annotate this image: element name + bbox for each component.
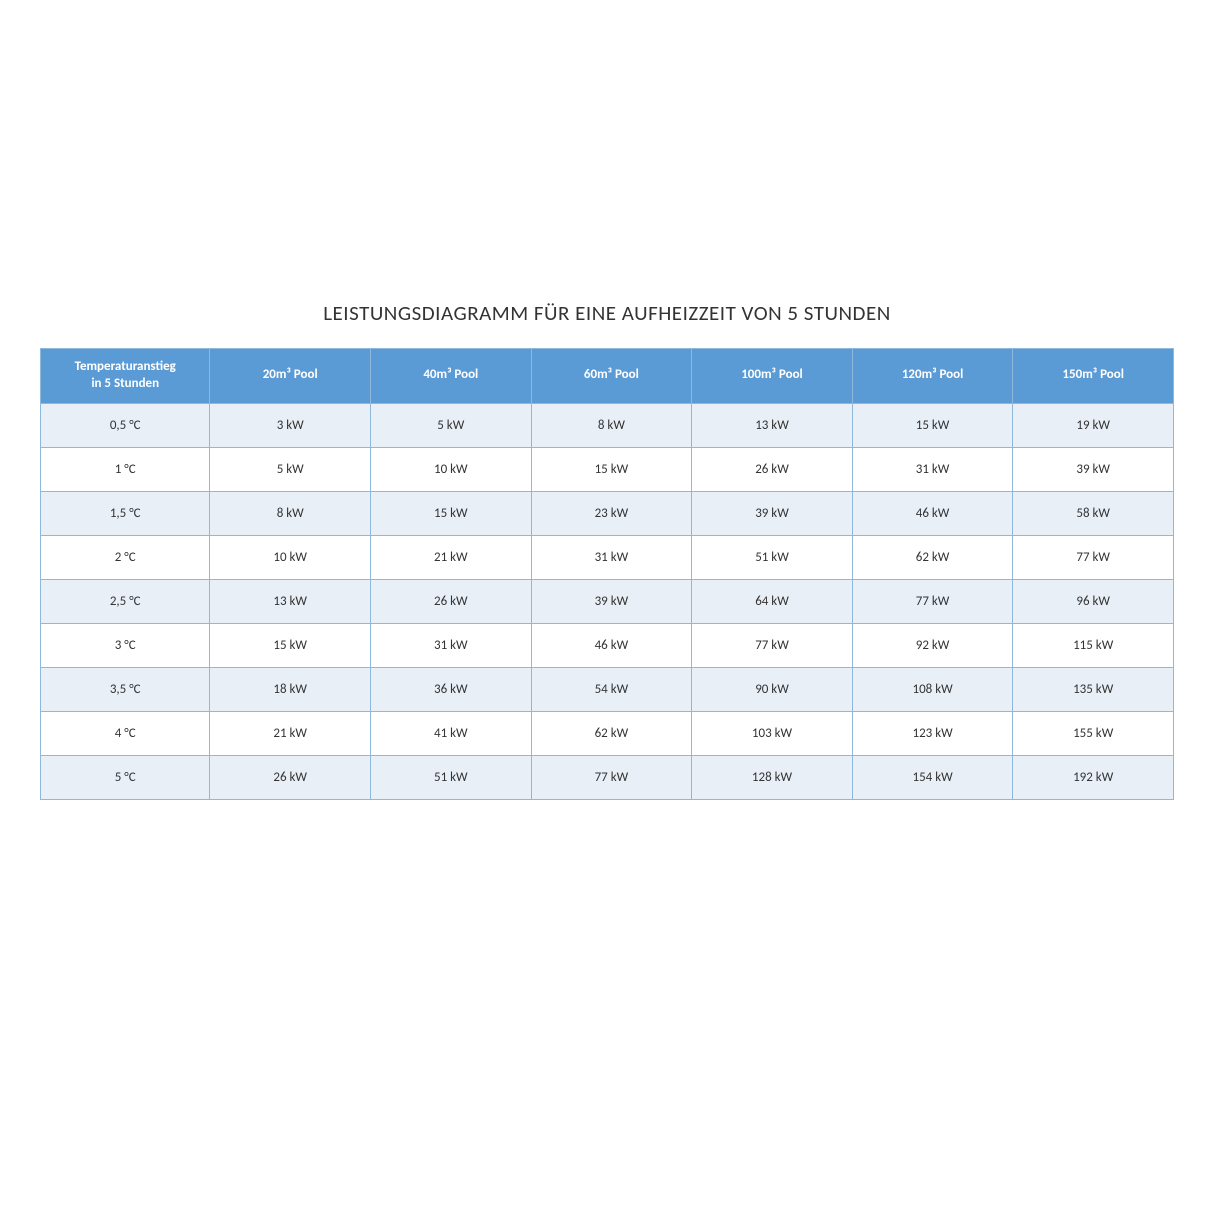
table-header: Temperaturanstiegin 5 Stunden 20m³ Pool … — [41, 349, 1174, 404]
row-label: 1,5 °C — [41, 491, 210, 535]
cell-value: 26 kW — [371, 579, 532, 623]
cell-value: 26 kW — [210, 755, 371, 799]
cell-value: 39 kW — [531, 579, 692, 623]
row-label: 2 °C — [41, 535, 210, 579]
cell-value: 13 kW — [692, 403, 853, 447]
cell-value: 46 kW — [852, 491, 1013, 535]
table-row: 5 °C26 kW51 kW77 kW128 kW154 kW192 kW — [41, 755, 1174, 799]
cell-value: 128 kW — [692, 755, 853, 799]
cell-value: 46 kW — [531, 623, 692, 667]
table-row: 3 °C15 kW31 kW46 kW77 kW92 kW115 kW — [41, 623, 1174, 667]
cell-value: 21 kW — [210, 711, 371, 755]
cell-value: 8 kW — [210, 491, 371, 535]
cell-value: 58 kW — [1013, 491, 1174, 535]
cell-value: 31 kW — [852, 447, 1013, 491]
row-label: 3 °C — [41, 623, 210, 667]
cell-value: 77 kW — [1013, 535, 1174, 579]
table-title: LEISTUNGSDIAGRAMM FÜR EINE AUFHEIZZEIT V… — [40, 300, 1174, 326]
table-row: 2,5 °C13 kW26 kW39 kW64 kW77 kW96 kW — [41, 579, 1174, 623]
cell-value: 15 kW — [852, 403, 1013, 447]
cell-value: 51 kW — [371, 755, 532, 799]
cell-value: 23 kW — [531, 491, 692, 535]
cell-value: 15 kW — [531, 447, 692, 491]
col-header-20: 20m³ Pool — [210, 349, 371, 404]
table-row: 4 °C21 kW41 kW62 kW103 kW123 kW155 kW — [41, 711, 1174, 755]
table-row: 1 °C5 kW10 kW15 kW26 kW31 kW39 kW — [41, 447, 1174, 491]
cell-value: 15 kW — [371, 491, 532, 535]
page-wrapper: LEISTUNGSDIAGRAMM FÜR EINE AUFHEIZZEIT V… — [0, 0, 1214, 800]
performance-table: Temperaturanstiegin 5 Stunden 20m³ Pool … — [40, 348, 1174, 800]
cell-value: 64 kW — [692, 579, 853, 623]
cell-value: 39 kW — [1013, 447, 1174, 491]
cell-value: 135 kW — [1013, 667, 1174, 711]
cell-value: 15 kW — [210, 623, 371, 667]
cell-value: 103 kW — [692, 711, 853, 755]
col-header-100: 100m³ Pool — [692, 349, 853, 404]
row-label: 2,5 °C — [41, 579, 210, 623]
col-header-temp: Temperaturanstiegin 5 Stunden — [41, 349, 210, 404]
cell-value: 77 kW — [531, 755, 692, 799]
col-header-150: 150m³ Pool — [1013, 349, 1174, 404]
cell-value: 54 kW — [531, 667, 692, 711]
row-label: 5 °C — [41, 755, 210, 799]
cell-value: 8 kW — [531, 403, 692, 447]
cell-value: 10 kW — [371, 447, 532, 491]
cell-value: 77 kW — [852, 579, 1013, 623]
cell-value: 62 kW — [531, 711, 692, 755]
cell-value: 90 kW — [692, 667, 853, 711]
table-row: 1,5 °C8 kW15 kW23 kW39 kW46 kW58 kW — [41, 491, 1174, 535]
table-row: 3,5 °C18 kW36 kW54 kW90 kW108 kW135 kW — [41, 667, 1174, 711]
cell-value: 3 kW — [210, 403, 371, 447]
cell-value: 5 kW — [210, 447, 371, 491]
row-label: 3,5 °C — [41, 667, 210, 711]
cell-value: 155 kW — [1013, 711, 1174, 755]
header-row: Temperaturanstiegin 5 Stunden 20m³ Pool … — [41, 349, 1174, 404]
cell-value: 10 kW — [210, 535, 371, 579]
cell-value: 39 kW — [692, 491, 853, 535]
cell-value: 108 kW — [852, 667, 1013, 711]
cell-value: 36 kW — [371, 667, 532, 711]
row-label: 0,5 °C — [41, 403, 210, 447]
cell-value: 13 kW — [210, 579, 371, 623]
table-row: 2 °C10 kW21 kW31 kW51 kW62 kW77 kW — [41, 535, 1174, 579]
cell-value: 19 kW — [1013, 403, 1174, 447]
cell-value: 192 kW — [1013, 755, 1174, 799]
cell-value: 51 kW — [692, 535, 853, 579]
cell-value: 62 kW — [852, 535, 1013, 579]
row-label: 4 °C — [41, 711, 210, 755]
cell-value: 41 kW — [371, 711, 532, 755]
cell-value: 123 kW — [852, 711, 1013, 755]
col-header-60: 60m³ Pool — [531, 349, 692, 404]
col-header-40: 40m³ Pool — [371, 349, 532, 404]
cell-value: 21 kW — [371, 535, 532, 579]
cell-value: 5 kW — [371, 403, 532, 447]
cell-value: 31 kW — [531, 535, 692, 579]
cell-value: 154 kW — [852, 755, 1013, 799]
table-body: 0,5 °C3 kW5 kW8 kW13 kW15 kW19 kW1 °C5 k… — [41, 403, 1174, 799]
cell-value: 96 kW — [1013, 579, 1174, 623]
row-label: 1 °C — [41, 447, 210, 491]
cell-value: 26 kW — [692, 447, 853, 491]
table-row: 0,5 °C3 kW5 kW8 kW13 kW15 kW19 kW — [41, 403, 1174, 447]
cell-value: 92 kW — [852, 623, 1013, 667]
cell-value: 77 kW — [692, 623, 853, 667]
cell-value: 115 kW — [1013, 623, 1174, 667]
col-header-120: 120m³ Pool — [852, 349, 1013, 404]
cell-value: 18 kW — [210, 667, 371, 711]
cell-value: 31 kW — [371, 623, 532, 667]
